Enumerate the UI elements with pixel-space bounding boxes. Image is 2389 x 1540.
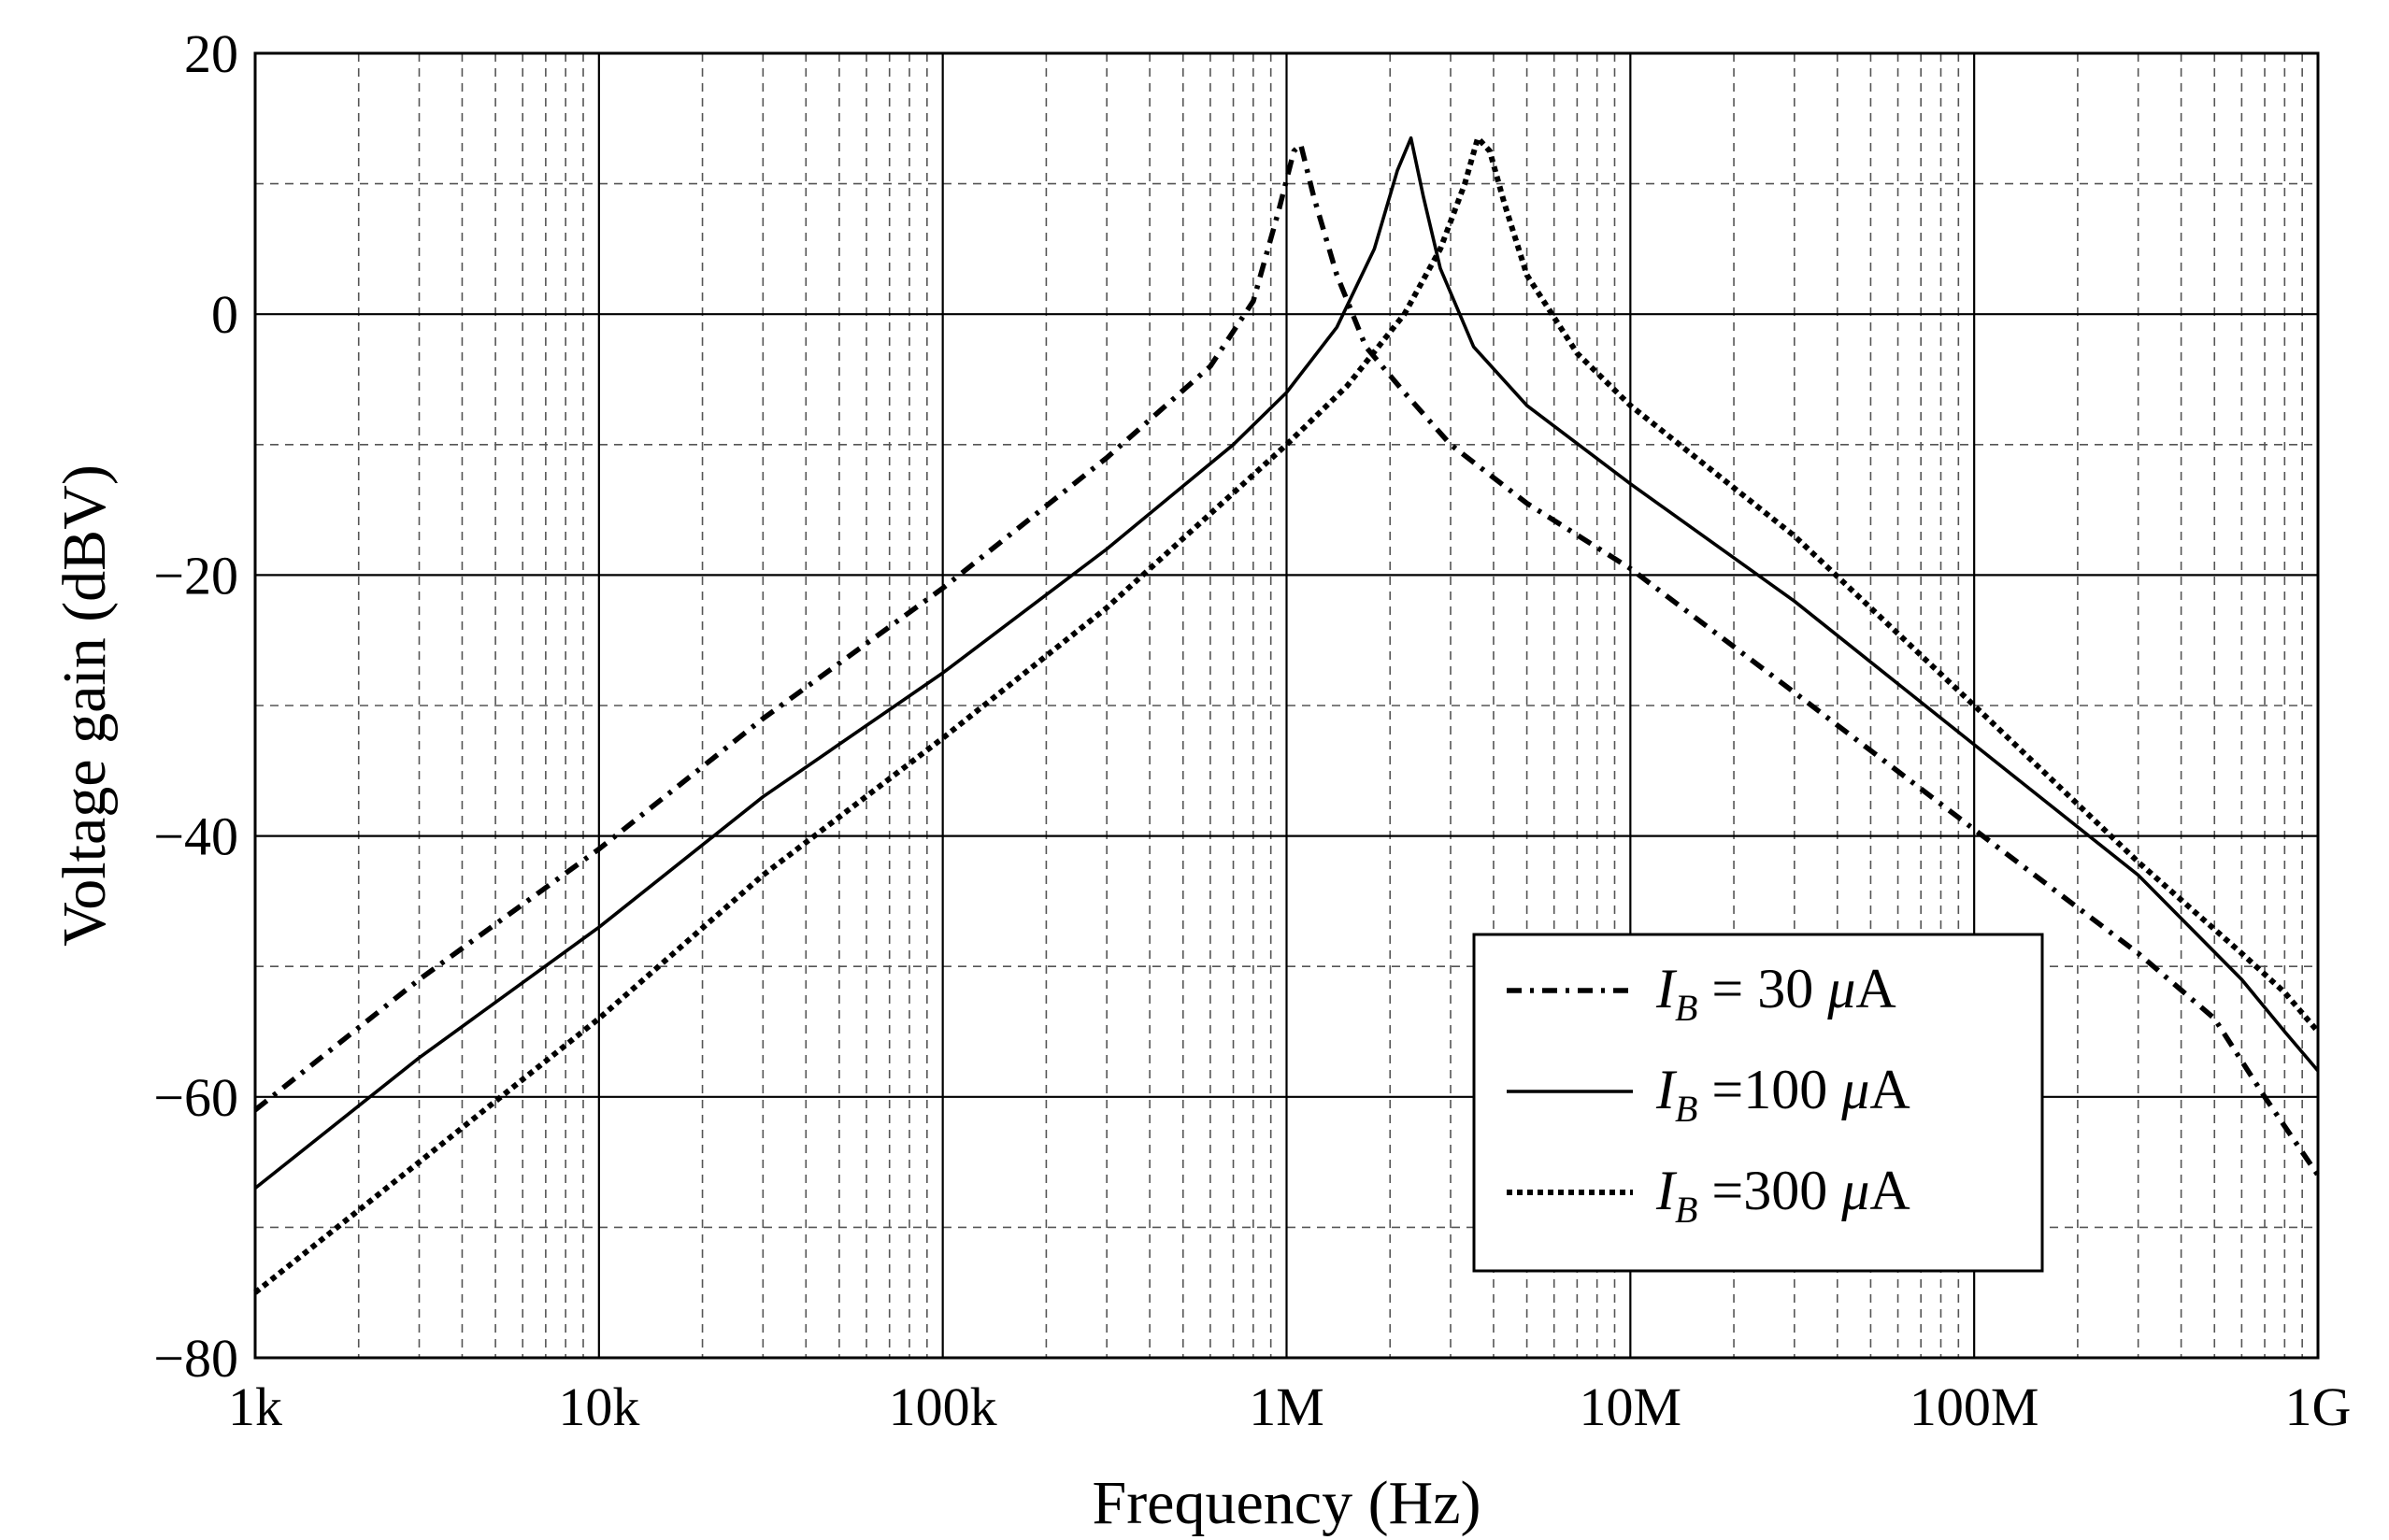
legend: IB = 30 μA IB =100 μA IB =300 μA (1472, 933, 2044, 1273)
y-tick-label: −20 (153, 545, 238, 606)
legend-label: IB =300 μA (1655, 1160, 1910, 1231)
series-line-1 (253, 141, 2321, 1177)
x-tick-label: 100M (1910, 1376, 2039, 1437)
plot-frame (253, 51, 2320, 1360)
x-tick-label: 1M (1249, 1376, 1324, 1437)
x-tick-label: 1G (2285, 1376, 2352, 1437)
y-tick-label: −40 (153, 806, 238, 867)
y-tick-label: 0 (211, 284, 238, 345)
x-tick-label: 100k (889, 1376, 997, 1437)
series-layer (253, 135, 2321, 1295)
series-line-3 (253, 135, 2321, 1295)
x-axis-title: Frequency (Hz) (1093, 1469, 1481, 1537)
x-tick-label: 10k (558, 1376, 639, 1437)
tick-labels: 1k 10k 100k 1M 10M 100M 1G 20 0 −20 −40 −60 −80 (153, 23, 2351, 1437)
y-tick-label: −60 (153, 1067, 238, 1128)
y-tick-label: −80 (153, 1328, 238, 1389)
legend-label: IB = 30 μA (1655, 958, 1896, 1029)
legend-label: IB =100 μA (1655, 1059, 1910, 1130)
x-tick-label: 10M (1580, 1376, 1682, 1437)
y-axis-title: Voltage gain (dBV) (50, 464, 119, 947)
y-tick-label: 20 (184, 23, 238, 84)
series-line-2 (253, 135, 2320, 1190)
x-tick-label: 1k (228, 1376, 282, 1437)
